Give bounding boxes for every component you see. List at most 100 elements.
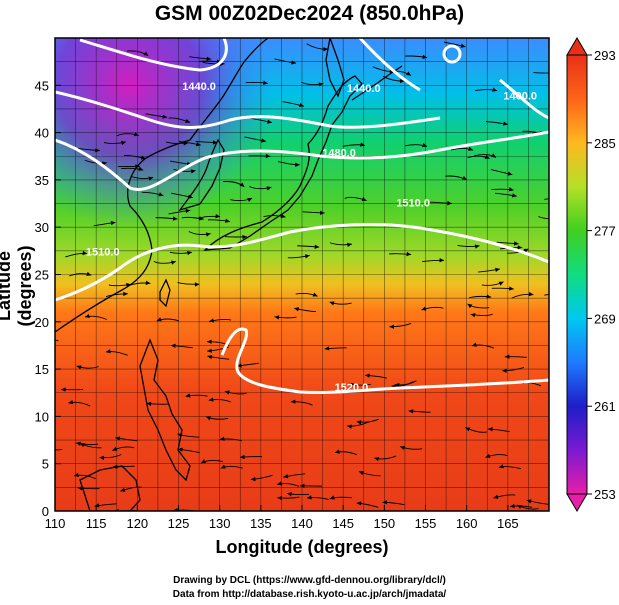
streamline-arrow [224, 390, 230, 395]
streamline-arrow [267, 119, 272, 124]
streamline-arrow [484, 154, 490, 159]
x-tick-label: 115 [86, 516, 107, 531]
contour-label: 1510.0 [396, 197, 430, 209]
contour-1510 [55, 223, 549, 302]
streamline-arrow [194, 282, 200, 287]
streamline-arrow [347, 424, 352, 429]
streamline-arrow [421, 306, 427, 311]
y-tick-label: 40 [35, 126, 49, 141]
streamline-arrow [209, 318, 215, 323]
coastline-korea [178, 138, 225, 212]
streamline-arrow [133, 132, 139, 137]
contour-labels: 1520.0 1480.0 1440.0 1440.0 1400.0 1510.0 1510… [86, 81, 537, 394]
streamline-arrow [115, 436, 121, 441]
colorbar-tick-label: 277 [594, 224, 616, 239]
streamline-arrow [555, 216, 560, 220]
streamline-arrow [498, 464, 504, 469]
streamline-arrow [358, 471, 364, 476]
streamline [533, 72, 549, 74]
streamline-arrow [263, 80, 268, 85]
colorbar: 253 261 269 277 285 293 [566, 37, 616, 512]
streamline-arrow [143, 51, 149, 56]
streamline-arrow [291, 60, 297, 65]
streamline-arrow [261, 138, 266, 143]
streamline-arrow [439, 258, 445, 263]
streamline-arrow [491, 153, 497, 158]
streamline-arrow [216, 59, 222, 64]
streamline-arrow [312, 292, 318, 297]
streamline-arrow [400, 445, 406, 450]
streamline-arrow [492, 87, 498, 92]
y-axis-ticks: 0 5 10 15 20 25 30 35 40 45 [35, 78, 61, 519]
streamline-arrow [79, 443, 85, 448]
streamline-arrow [219, 436, 225, 441]
streamline-arrow [360, 142, 365, 147]
streamline [544, 198, 549, 200]
streamline-arrow [207, 348, 212, 353]
streamline-arrow [183, 141, 189, 146]
x-tick-label: 155 [415, 516, 437, 531]
streamline-arrow [280, 213, 286, 219]
streamline-arrow [406, 251, 412, 257]
streamline-arrow [493, 494, 499, 499]
x-tick-label: 145 [332, 516, 354, 531]
streamline-arrow [200, 459, 206, 464]
streamline-arrow [561, 290, 566, 294]
streamline-arrow [240, 454, 245, 460]
streamline-arrow [323, 47, 328, 52]
streamline-arrow [185, 118, 191, 123]
streamline-arrow [468, 146, 473, 151]
streamline-arrow [274, 315, 280, 320]
streamline-arrow [277, 495, 283, 501]
streamline-arrow [190, 169, 196, 174]
streamline-arrow [68, 399, 74, 405]
streamline-arrow [502, 121, 508, 126]
x-axis-ticks: 110 115 120 125 130 135 140 145 150 155 160 165 [45, 505, 519, 531]
streamline-arrow [236, 363, 242, 368]
x-tick-label: 130 [209, 516, 231, 531]
streamline-arrow [465, 427, 471, 432]
streamline-arrow [295, 162, 300, 168]
streamline-arrow [508, 187, 514, 192]
y-tick-label: 10 [35, 409, 49, 424]
streamline-arrow [208, 397, 214, 402]
streamline-arrow [112, 446, 118, 451]
contour-label: 1480.0 [322, 147, 356, 159]
streamline [55, 449, 63, 451]
streamline-arrow [511, 193, 517, 198]
streamline-arrow [329, 495, 335, 500]
streamline-arrow [498, 281, 504, 286]
streamline-arrow [158, 192, 164, 197]
streamline-arrow [348, 383, 354, 387]
streamline-arrow [277, 481, 283, 486]
streamline-arrow [242, 234, 247, 240]
x-tick-label: 165 [497, 516, 519, 531]
streamline [544, 293, 549, 296]
streamline-arrow [299, 102, 304, 108]
streamline-arrow [82, 250, 88, 256]
wind-streamlines [55, 41, 566, 511]
streamline-arrow [185, 208, 191, 214]
colorbar-tick-label: 253 [594, 487, 616, 502]
streamline-arrow [76, 365, 82, 370]
streamline [55, 339, 59, 342]
x-tick-label: 140 [291, 516, 313, 531]
contour-1380 [79, 38, 228, 72]
y-tick-label: 35 [35, 173, 49, 188]
streamline-arrow [471, 342, 477, 347]
streamline-arrow [121, 140, 126, 146]
streamline-arrow [138, 166, 144, 171]
contour-label: 1440.0 [347, 83, 381, 95]
colorbar-ticks: 253 261 269 277 285 293 [587, 48, 616, 502]
coastline-asia [55, 38, 269, 333]
streamline-arrow [239, 182, 245, 187]
contour-north [358, 38, 421, 92]
streamline-arrow [509, 286, 514, 291]
streamline-arrow [84, 313, 90, 319]
streamline-arrow [467, 303, 473, 309]
contour-label: 1440.0 [182, 81, 216, 93]
streamline-arrow [365, 373, 370, 378]
y-tick-label: 0 [42, 504, 49, 519]
coastline-sakhalin [325, 38, 345, 98]
